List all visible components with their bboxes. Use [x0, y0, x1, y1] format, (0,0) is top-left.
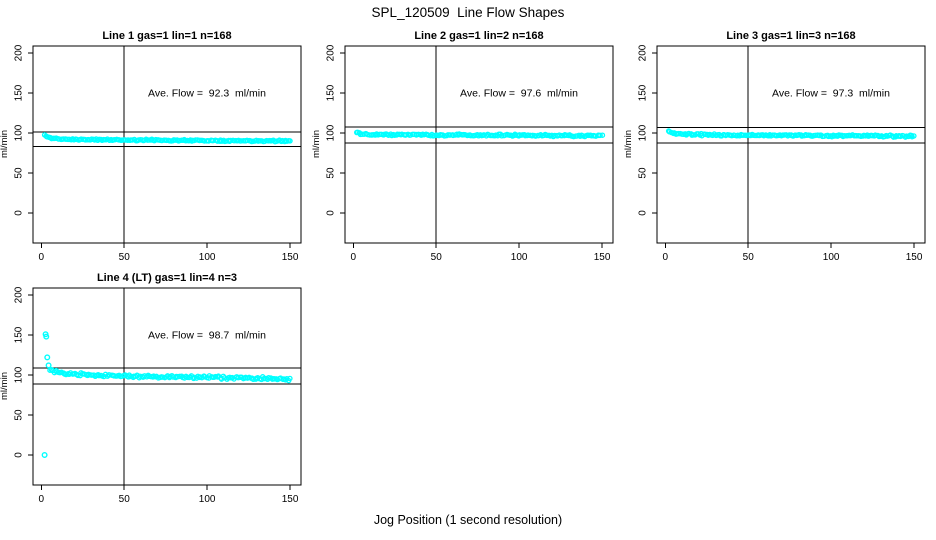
- svg-text:0: 0: [39, 252, 45, 263]
- y-axis-label: ml/min: [0, 372, 10, 400]
- svg-text:100: 100: [199, 494, 216, 505]
- panel-title: Line 3 gas=1 lin=3 n=168: [726, 30, 855, 42]
- panel-plot-line-3: 0 50 100 150 0 50 100 150 200 Line 3 gas=1 lin=3…: [624, 30, 926, 263]
- svg-text:150: 150: [14, 84, 25, 101]
- panel-title: Line 4 (LT) gas=1 lin=4 n=3: [97, 272, 237, 284]
- panel-line-3: 0 50 100 150 0 50 100 150 200 Line 3 gas=1 lin=3…: [624, 20, 936, 268]
- svg-text:100: 100: [823, 252, 840, 263]
- x-axis-label: Jog Position (1 second resolution): [373, 513, 563, 527]
- annotation: Ave. Flow = 97.6 ml/min: [460, 88, 578, 100]
- svg-text:50: 50: [743, 252, 755, 263]
- data-points: [41, 132, 293, 145]
- panel-plot-line-2: 0 50 100 150 0 50 100 150 200 Line 2 gas=1 lin=2…: [312, 30, 614, 263]
- svg-text:200: 200: [14, 286, 25, 303]
- svg-text:150: 150: [14, 326, 25, 343]
- y-axis-label: ml/min: [624, 130, 634, 158]
- panel-line-2: 0 50 100 150 0 50 100 150 200 Line 2 gas=1 lin=2…: [312, 20, 624, 268]
- data-points: [665, 128, 917, 140]
- svg-text:100: 100: [511, 252, 528, 263]
- annotation: Ave. Flow = 97.3 ml/min: [772, 88, 890, 100]
- svg-text:100: 100: [326, 124, 337, 141]
- axes: 0 50 100 150 0 50 100 150 200: [326, 44, 614, 263]
- svg-text:100: 100: [14, 366, 25, 383]
- reference-lines: [33, 288, 301, 485]
- svg-text:50: 50: [119, 494, 131, 505]
- svg-text:50: 50: [638, 167, 649, 179]
- svg-text:50: 50: [119, 252, 131, 263]
- svg-text:150: 150: [326, 84, 337, 101]
- svg-text:0: 0: [663, 252, 669, 263]
- panel-line-1: 0 50 100 150 0 50 100 150 200 Line 1 gas=1 lin=1…: [0, 20, 312, 268]
- axes: 0 50 100 150 0 50 100 150 200: [14, 286, 302, 505]
- reference-lines: [33, 46, 301, 243]
- svg-text:50: 50: [431, 252, 443, 263]
- panel-title: Line 1 gas=1 lin=1 n=168: [102, 30, 231, 42]
- svg-text:150: 150: [906, 252, 923, 263]
- svg-text:0: 0: [39, 494, 45, 505]
- svg-text:0: 0: [638, 210, 649, 216]
- svg-text:0: 0: [351, 252, 357, 263]
- svg-text:0: 0: [14, 452, 25, 458]
- panel-line-4: 0 50 100 150 0 50 100 150 200 Line 4 (LT) gas=1 …: [0, 262, 312, 510]
- reference-lines: [345, 46, 613, 243]
- svg-text:100: 100: [14, 124, 25, 141]
- panel-plot-line-1: 0 50 100 150 0 50 100 150 200 Line 1 gas=1 lin=1…: [0, 30, 302, 263]
- annotation: Ave. Flow = 92.3 ml/min: [148, 88, 266, 100]
- svg-text:0: 0: [326, 210, 337, 216]
- axes: 0 50 100 150 0 50 100 150 200: [14, 44, 302, 263]
- svg-text:100: 100: [638, 124, 649, 141]
- svg-text:50: 50: [326, 167, 337, 179]
- svg-text:100: 100: [199, 252, 216, 263]
- y-axis-label: ml/min: [312, 130, 322, 158]
- reference-lines: [657, 46, 925, 243]
- panel-plot-line-4: 0 50 100 150 0 50 100 150 200 Line 4 (LT) gas=1 …: [0, 272, 302, 505]
- svg-text:200: 200: [14, 44, 25, 61]
- svg-text:200: 200: [326, 44, 337, 61]
- svg-text:150: 150: [282, 494, 299, 505]
- svg-text:50: 50: [14, 409, 25, 421]
- axes: 0 50 100 150 0 50 100 150 200: [638, 44, 926, 263]
- svg-text:50: 50: [14, 167, 25, 179]
- annotation: Ave. Flow = 98.7 ml/min: [148, 330, 266, 342]
- svg-text:150: 150: [638, 84, 649, 101]
- data-points: [41, 331, 293, 458]
- y-axis-label: ml/min: [0, 130, 10, 158]
- panel-title: Line 2 gas=1 lin=2 n=168: [414, 30, 543, 42]
- main-title: SPL_120509 Line Flow Shapes: [371, 5, 565, 20]
- data-points: [354, 129, 606, 140]
- svg-text:200: 200: [638, 44, 649, 61]
- svg-text:150: 150: [282, 252, 299, 263]
- svg-text:150: 150: [594, 252, 611, 263]
- svg-text:0: 0: [14, 210, 25, 216]
